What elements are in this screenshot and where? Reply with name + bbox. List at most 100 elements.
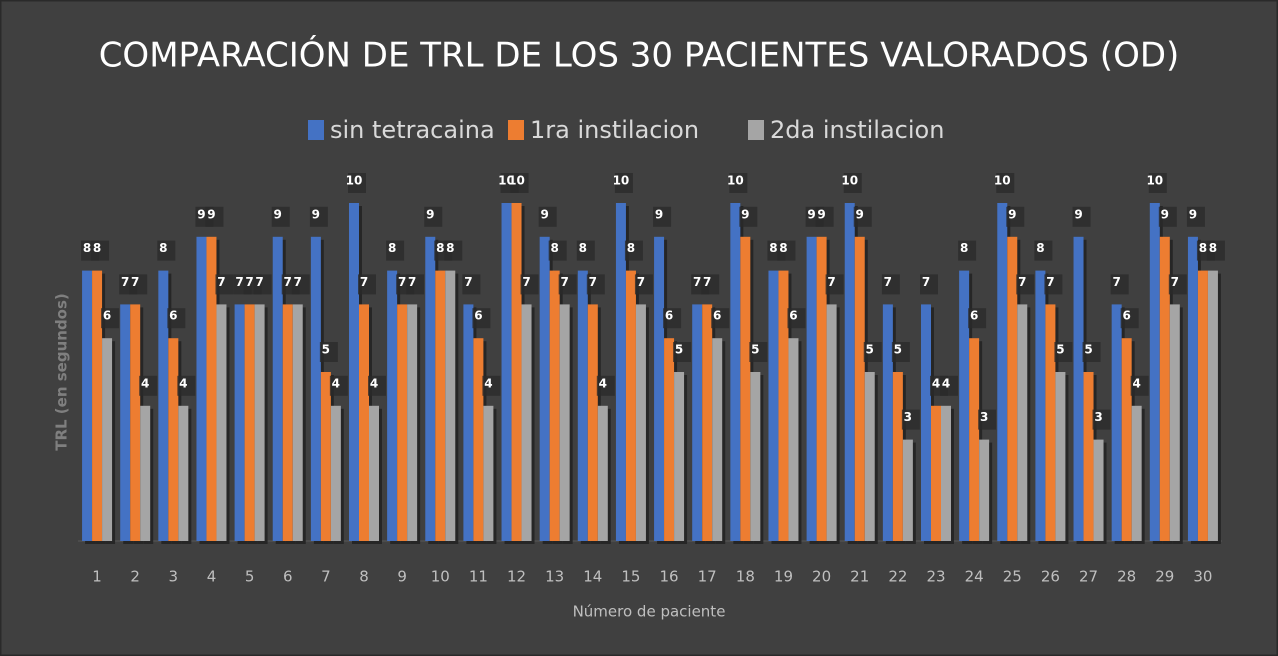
data-label: 7 (245, 275, 253, 289)
data-label: 6 (474, 309, 482, 323)
data-label: 4 (141, 376, 149, 390)
data-label: 5 (866, 343, 874, 357)
bar (1111, 304, 1122, 541)
data-label-shadow (510, 173, 529, 193)
data-label-shadow (167, 308, 186, 329)
x-tick-label: 2 (130, 568, 140, 586)
data-label-shadow (825, 274, 844, 295)
bar (778, 270, 789, 541)
data-label-shadow (319, 342, 338, 362)
data-label: 7 (693, 275, 701, 289)
data-label-shadow (358, 274, 376, 295)
data-label: 7 (360, 275, 368, 289)
bar (702, 304, 713, 541)
data-label: 9 (1008, 207, 1016, 221)
data-label: 9 (1074, 207, 1082, 221)
x-tick-label: 18 (736, 568, 755, 586)
bar (1007, 236, 1018, 542)
data-label-shadow (253, 274, 272, 295)
data-label: 7 (464, 275, 472, 289)
bar (1035, 270, 1046, 541)
bar (750, 372, 761, 541)
data-label-shadow (215, 274, 234, 295)
bar (501, 203, 512, 541)
x-axis-label: Número de paciente (573, 603, 726, 621)
data-label-shadow (881, 274, 900, 295)
data-label-shadow (673, 342, 692, 362)
data-label-shadow (958, 240, 977, 261)
data-label-shadow (624, 240, 643, 261)
data-label: 10 (1146, 174, 1163, 188)
bar (254, 304, 265, 541)
bar (615, 203, 626, 541)
data-label: 7 (398, 275, 406, 289)
data-label-shadow (863, 342, 882, 362)
bar (806, 236, 817, 542)
chart-title: COMPARACIÓN DE TRL DE LOS 30 PACIENTES V… (99, 35, 1180, 76)
data-label: 4 (1132, 376, 1140, 390)
data-label-shadow (329, 375, 348, 396)
data-label-shadow (1092, 409, 1111, 430)
x-tick-label: 12 (507, 568, 526, 586)
data-label-shadow (558, 274, 577, 295)
data-label: 8 (769, 241, 777, 255)
x-tick-label: 20 (812, 568, 831, 586)
legend-label: 1ra instilacion (530, 116, 699, 144)
data-label-shadow (843, 173, 862, 193)
data-label-shadow (309, 206, 328, 227)
data-label: 7 (1112, 275, 1120, 289)
data-label: 7 (560, 275, 568, 289)
bar (768, 270, 779, 541)
data-label-shadow (978, 409, 997, 430)
data-label: 8 (627, 241, 635, 255)
bar (1055, 372, 1066, 541)
bar (1207, 270, 1218, 541)
x-tick-label: 14 (583, 568, 602, 586)
legend-swatch (748, 120, 764, 140)
bar (625, 270, 636, 541)
data-label: 4 (599, 376, 607, 390)
data-label: 4 (370, 376, 378, 390)
bar (178, 405, 189, 541)
data-label: 7 (1018, 275, 1026, 289)
data-label: 9 (655, 207, 663, 221)
data-label: 9 (426, 207, 434, 221)
data-label: 7 (589, 275, 597, 289)
bar (712, 338, 723, 541)
data-label-shadow (891, 342, 910, 362)
data-label: 7 (884, 275, 892, 289)
bar (244, 304, 255, 541)
data-label: 5 (1084, 343, 1092, 357)
data-label: 9 (1189, 207, 1197, 221)
legend-swatch (508, 120, 524, 140)
x-tick-label: 29 (1155, 568, 1174, 586)
bar (587, 304, 598, 541)
data-label: 10 (508, 174, 525, 188)
data-label-shadow (787, 308, 806, 329)
bar (1017, 304, 1028, 541)
data-label: 9 (807, 207, 815, 221)
data-label-shadow (520, 274, 539, 295)
bar (82, 270, 93, 541)
data-label-shadow (739, 206, 758, 227)
data-label-shadow (815, 206, 834, 227)
data-label-shadow (749, 342, 768, 362)
data-label-shadow (576, 240, 595, 261)
data-label-shadow (1110, 274, 1129, 295)
bar (730, 203, 741, 541)
data-label: 9 (741, 207, 749, 221)
bar (902, 439, 913, 541)
bar (168, 338, 179, 541)
data-label-shadow (1168, 274, 1187, 295)
data-label-shadow (177, 375, 196, 396)
bar (941, 405, 951, 541)
bar (445, 270, 456, 541)
bar (539, 236, 550, 542)
data-label: 4 (932, 376, 940, 390)
data-label-shadow (653, 206, 672, 227)
data-label: 9 (1161, 207, 1169, 221)
data-label: 6 (789, 309, 797, 323)
data-label: 8 (1199, 241, 1207, 255)
